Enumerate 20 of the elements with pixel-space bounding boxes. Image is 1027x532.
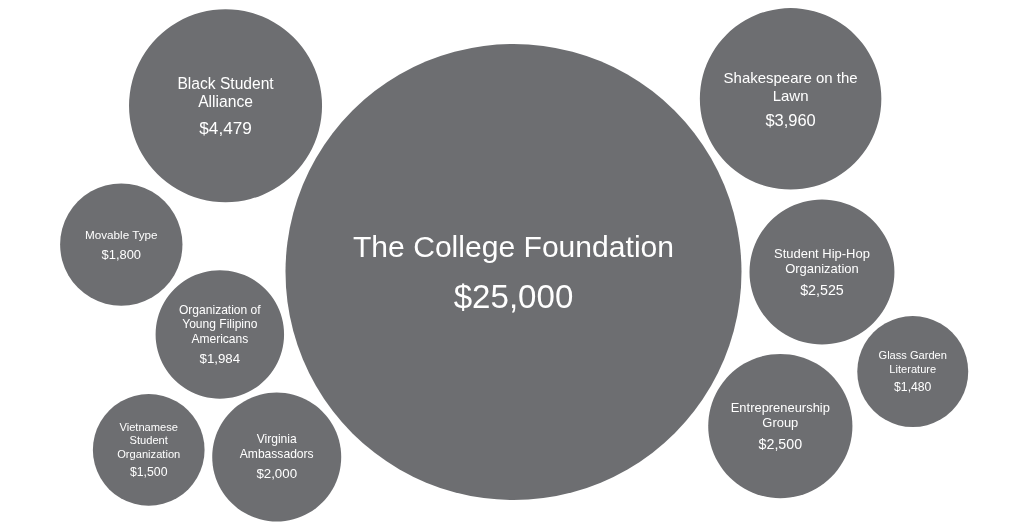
data-label: $3,960 (765, 110, 816, 129)
category-label: Vietnamese Student Organization (117, 421, 181, 460)
data-label: $1,500 (129, 465, 168, 480)
data-label: $1,984 (199, 350, 241, 366)
data-label: $4,479 (199, 117, 252, 138)
category-label: Organization of Young Filipino Americans (178, 302, 262, 346)
category-label: Black Student Alliance (177, 74, 275, 111)
category-label: Glass Garden Literature (878, 349, 947, 375)
category-label: Virginia Ambassadors (239, 432, 314, 461)
category-label: Movable Type (84, 228, 158, 242)
category-label: Entrepreneurship Group (730, 399, 830, 431)
category-label: The College Foundation (352, 229, 675, 263)
data-label: $2,000 (256, 466, 298, 482)
data-label: $2,500 (758, 436, 803, 453)
data-label: $2,525 (800, 282, 844, 299)
data-label: $1,480 (894, 379, 932, 394)
data-label: $1,800 (101, 246, 141, 262)
category-label: Shakespeare on the Lawn (723, 68, 858, 104)
category-label: Student Hip-Hop Organization (774, 245, 870, 277)
data-label: $25,000 (453, 277, 574, 315)
